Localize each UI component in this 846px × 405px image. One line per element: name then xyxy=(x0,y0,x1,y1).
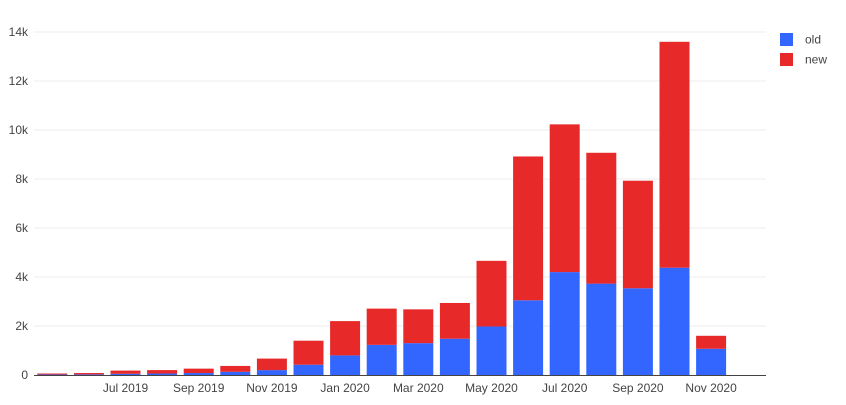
bar-old-2020-06[interactable] xyxy=(513,300,543,375)
bar-old-2019-10[interactable] xyxy=(220,372,250,375)
y-tick-label: 2k xyxy=(15,319,29,333)
x-tick-label: Jul 2019 xyxy=(103,381,149,395)
bar-old-2019-08[interactable] xyxy=(147,374,177,375)
y-tick-label: 12k xyxy=(9,74,29,88)
bar-old-2020-05[interactable] xyxy=(477,326,507,375)
bar-old-2019-12[interactable] xyxy=(294,365,324,375)
y-tick-label: 10k xyxy=(9,123,29,137)
x-tick-label: Nov 2019 xyxy=(246,381,298,395)
bar-new-2020-08[interactable] xyxy=(586,153,616,284)
x-tick-label: May 2020 xyxy=(465,381,518,395)
x-tick-label: Mar 2020 xyxy=(393,381,444,395)
x-tick-label: Nov 2020 xyxy=(685,381,737,395)
bar-new-2019-11[interactable] xyxy=(257,359,287,371)
y-tick-label: 6k xyxy=(15,221,29,235)
bar-new-2019-12[interactable] xyxy=(294,341,324,365)
bar-new-2020-01[interactable] xyxy=(330,321,360,355)
bar-old-2019-06[interactable] xyxy=(74,374,104,375)
bar-old-2020-01[interactable] xyxy=(330,355,360,375)
bar-new-2020-05[interactable] xyxy=(477,261,507,327)
legend-swatch-old[interactable] xyxy=(780,33,793,46)
legend-label-new[interactable]: new xyxy=(805,53,827,67)
bar-new-2019-05[interactable] xyxy=(37,374,67,375)
bar-old-2020-09[interactable] xyxy=(623,288,653,375)
legend[interactable]: old new xyxy=(780,33,827,67)
bar-old-2020-11[interactable] xyxy=(696,349,726,375)
bar-new-2020-07[interactable] xyxy=(550,124,580,272)
bar-new-2020-11[interactable] xyxy=(696,336,726,349)
legend-label-old[interactable]: old xyxy=(805,33,821,47)
bar-new-2019-09[interactable] xyxy=(184,369,214,373)
bar-old-2020-07[interactable] xyxy=(550,272,580,375)
bar-new-2020-04[interactable] xyxy=(440,303,470,339)
x-tick-label: Jan 2020 xyxy=(320,381,370,395)
bar-old-2019-09[interactable] xyxy=(184,373,214,375)
bar-new-2019-06[interactable] xyxy=(74,373,104,374)
bars xyxy=(37,42,726,375)
y-tick-label: 8k xyxy=(15,172,29,186)
bar-new-2020-10[interactable] xyxy=(660,42,690,268)
bar-new-2020-06[interactable] xyxy=(513,156,543,300)
bar-new-2020-09[interactable] xyxy=(623,181,653,289)
bar-new-2019-07[interactable] xyxy=(111,371,141,374)
bar-old-2020-03[interactable] xyxy=(403,343,433,375)
bar-new-2019-08[interactable] xyxy=(147,370,177,373)
bar-old-2019-07[interactable] xyxy=(111,374,141,375)
bar-old-2020-10[interactable] xyxy=(660,268,690,375)
x-tick-label: Sep 2020 xyxy=(612,381,664,395)
bar-old-2020-08[interactable] xyxy=(586,284,616,375)
grid-lines xyxy=(34,32,766,326)
bar-old-2019-11[interactable] xyxy=(257,370,287,375)
y-tick-label: 4k xyxy=(15,270,29,284)
bar-old-2020-04[interactable] xyxy=(440,339,470,375)
x-tick-label: Sep 2019 xyxy=(173,381,225,395)
bar-new-2020-02[interactable] xyxy=(367,309,397,345)
bar-old-2020-02[interactable] xyxy=(367,345,397,375)
legend-swatch-new[interactable] xyxy=(780,53,793,66)
bar-new-2020-03[interactable] xyxy=(403,309,433,343)
bar-new-2019-10[interactable] xyxy=(220,366,250,372)
y-tick-label: 0 xyxy=(21,368,28,382)
x-tick-label: Jul 2020 xyxy=(542,381,588,395)
y-tick-label: 14k xyxy=(9,25,29,39)
